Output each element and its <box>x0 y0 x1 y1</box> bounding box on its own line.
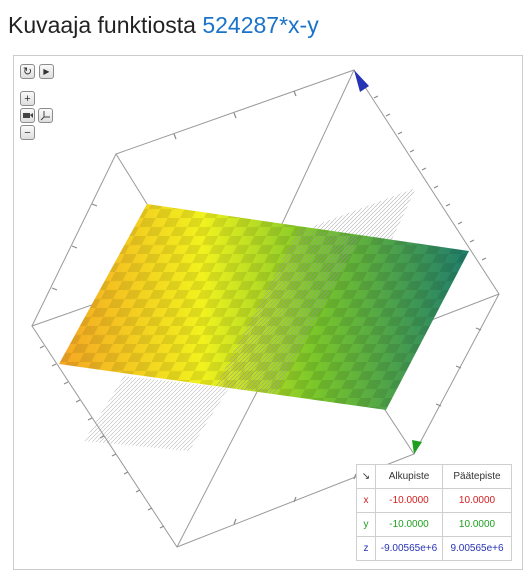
surface-mesh-lower <box>84 376 229 451</box>
z-axis-arrow-icon <box>354 70 369 92</box>
plus-icon: + <box>24 92 31 105</box>
header-start: Alkupiste <box>375 464 443 489</box>
x-end-value[interactable]: 10.0000 <box>442 488 512 513</box>
box-edge <box>176 385 261 548</box>
camera-icon <box>22 113 33 118</box>
range-table: ↘ Alkupiste Päätepiste x -10.0000 10.000… <box>356 464 512 561</box>
range-row-z: z -9.00565e+6 9.00565e+6 <box>356 536 512 561</box>
corner-arrow-icon: ↘ <box>361 471 371 482</box>
z-start-value[interactable]: -9.00565e+6 <box>375 536 443 561</box>
x-start-value[interactable]: -10.0000 <box>375 488 443 513</box>
function-link[interactable]: 524287*x-y <box>202 12 319 38</box>
range-row-x: x -10.0000 10.0000 <box>356 488 512 513</box>
y-start-value[interactable]: -10.0000 <box>375 512 443 537</box>
plot-viewer[interactable]: ↻ ▶ + − ↘ Alkupiste Päätepiste x -10.000… <box>13 55 523 570</box>
minus-icon: − <box>24 126 31 139</box>
axes-button[interactable] <box>38 108 53 123</box>
y-axis-arrow-icon <box>412 440 422 454</box>
header-end: Päätepiste <box>442 464 512 489</box>
play-icon: ▶ <box>43 67 50 76</box>
reset-icon: ↻ <box>22 66 33 78</box>
box-edge <box>31 153 117 327</box>
reset-view-button[interactable]: ↻ <box>20 64 35 79</box>
range-toggle-button[interactable]: ↘ <box>356 464 376 489</box>
zoom-in-button[interactable]: + <box>20 91 35 106</box>
z-end-value[interactable]: 9.00565e+6 <box>442 536 512 561</box>
y-end-value[interactable]: 10.0000 <box>442 512 512 537</box>
box-edge <box>413 293 500 455</box>
plot-canvas[interactable] <box>14 56 522 569</box>
axis-label-x: x <box>356 488 376 513</box>
axis-ticks <box>39 90 487 529</box>
box-edge <box>273 69 355 242</box>
title-prefix: Kuvaaja funktiosta <box>8 12 196 38</box>
axes-icon <box>40 111 50 121</box>
play-button[interactable]: ▶ <box>39 64 54 79</box>
camera-button[interactable] <box>20 108 35 123</box>
range-row-y: y -10.0000 10.0000 <box>356 512 512 537</box>
axis-label-y: y <box>356 512 376 537</box>
axis-label-z: z <box>356 536 376 561</box>
range-header-row: ↘ Alkupiste Päätepiste <box>356 464 512 489</box>
page-title: Kuvaaja funktiosta 524287*x-y <box>8 12 319 39</box>
zoom-out-button[interactable]: − <box>20 125 35 140</box>
surface-mesh-front <box>216 228 360 394</box>
